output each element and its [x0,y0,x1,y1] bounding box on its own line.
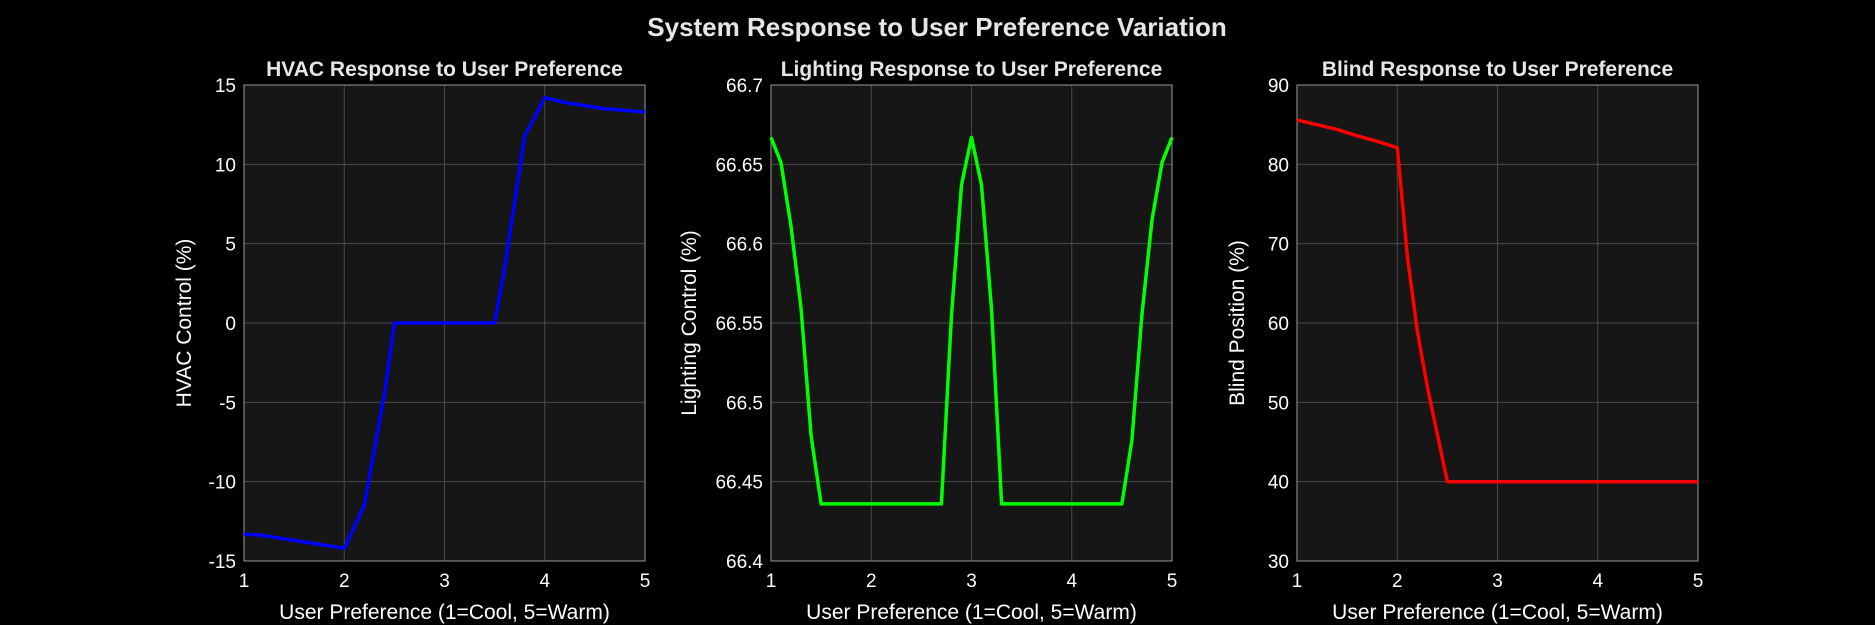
blind-chart-title: Blind Response to User Preference [1322,58,1673,81]
blind-x-axis-label: User Preference (1=Cool, 5=Warm) [1332,601,1663,624]
lighting-y-tick-label: 66.45 [715,473,763,494]
hvac-y-axis-label: HVAC Control (%) [173,239,196,408]
blind-panel: 1 2 3 4 5 90 80 70 60 50 40 30 Blind Response to Use… [1226,58,1703,624]
blind-y-tick-label: 80 [1268,155,1289,176]
blind-y-tick-label: 50 [1268,393,1289,414]
lighting-x-tick-label: 5 [1167,571,1178,592]
hvac-y-tick-label: -15 [209,552,236,573]
blind-y-tick-label: 90 [1268,76,1289,97]
lighting-frame [770,84,1173,562]
blind-x-tick-label: 2 [1392,571,1403,592]
blind-frame [1296,84,1699,562]
hvac-frame [243,84,646,562]
figure-title: System Response to User Preference Varia… [647,12,1226,42]
hvac-x-axis-label: User Preference (1=Cool, 5=Warm) [279,601,610,624]
lighting-x-axis-label: User Preference (1=Cool, 5=Warm) [806,601,1137,624]
blind-y-tick-label: 30 [1268,552,1289,573]
blind-series-line [1296,118,1698,484]
lighting-y-tick-label: 66.6 [726,235,763,256]
hvac-x-tick-label: 4 [539,571,550,592]
lighting-y-axis-label: Lighting Control (%) [678,230,701,416]
hvac-x-tick-label: 3 [439,571,450,592]
lighting-x-tick-label: 1 [766,571,777,592]
hvac-y-tick-label: -10 [209,473,236,494]
lighting-y-tick-label: 66.55 [715,314,763,335]
lighting-x-tick-label: 2 [866,571,877,592]
blind-y-tick-label: 40 [1268,473,1289,494]
hvac-y-tick-label: 0 [225,314,236,335]
blind-x-tick-label: 5 [1693,571,1704,592]
lighting-x-tick-label: 4 [1066,571,1077,592]
hvac-x-tick-label: 1 [239,571,250,592]
lighting-y-tick-label: 66.7 [726,76,763,97]
lighting-y-tick-label: 66.5 [726,393,763,414]
blind-x-tick-label: 4 [1592,571,1603,592]
hvac-chart-title: HVAC Response to User Preference [266,58,623,81]
blind-y-axis-label: Blind Position (%) [1226,240,1249,406]
hvac-panel: 1 2 3 4 5 15 10 5 0 -5 -10 -15 HVAC Response to User… [173,58,650,624]
lighting-y-tick-label: 66.65 [715,155,763,176]
hvac-y-tick-label: 15 [215,76,236,97]
blind-x-tick-label: 1 [1292,571,1303,592]
lighting-x-tick-label: 3 [966,571,977,592]
lighting-y-tick-label: 66.4 [726,552,763,573]
blind-x-tick-label: 3 [1492,571,1503,592]
lighting-chart-title: Lighting Response to User Preference [781,58,1163,81]
blind-y-tick-label: 60 [1268,314,1289,335]
hvac-y-tick-label: 5 [225,235,236,256]
blind-y-tick-label: 70 [1268,235,1289,256]
hvac-x-tick-label: 5 [640,571,651,592]
lighting-panel: 1 2 3 4 5 66.7 66.65 66.6 66.55 66.5 66.45 66.4 Ligh… [678,58,1177,624]
hvac-y-tick-label: -5 [219,393,236,414]
hvac-x-tick-label: 2 [339,571,350,592]
lighting-series-line [769,135,1174,506]
hvac-y-tick-label: 10 [215,155,236,176]
hvac-series-line [243,95,646,551]
